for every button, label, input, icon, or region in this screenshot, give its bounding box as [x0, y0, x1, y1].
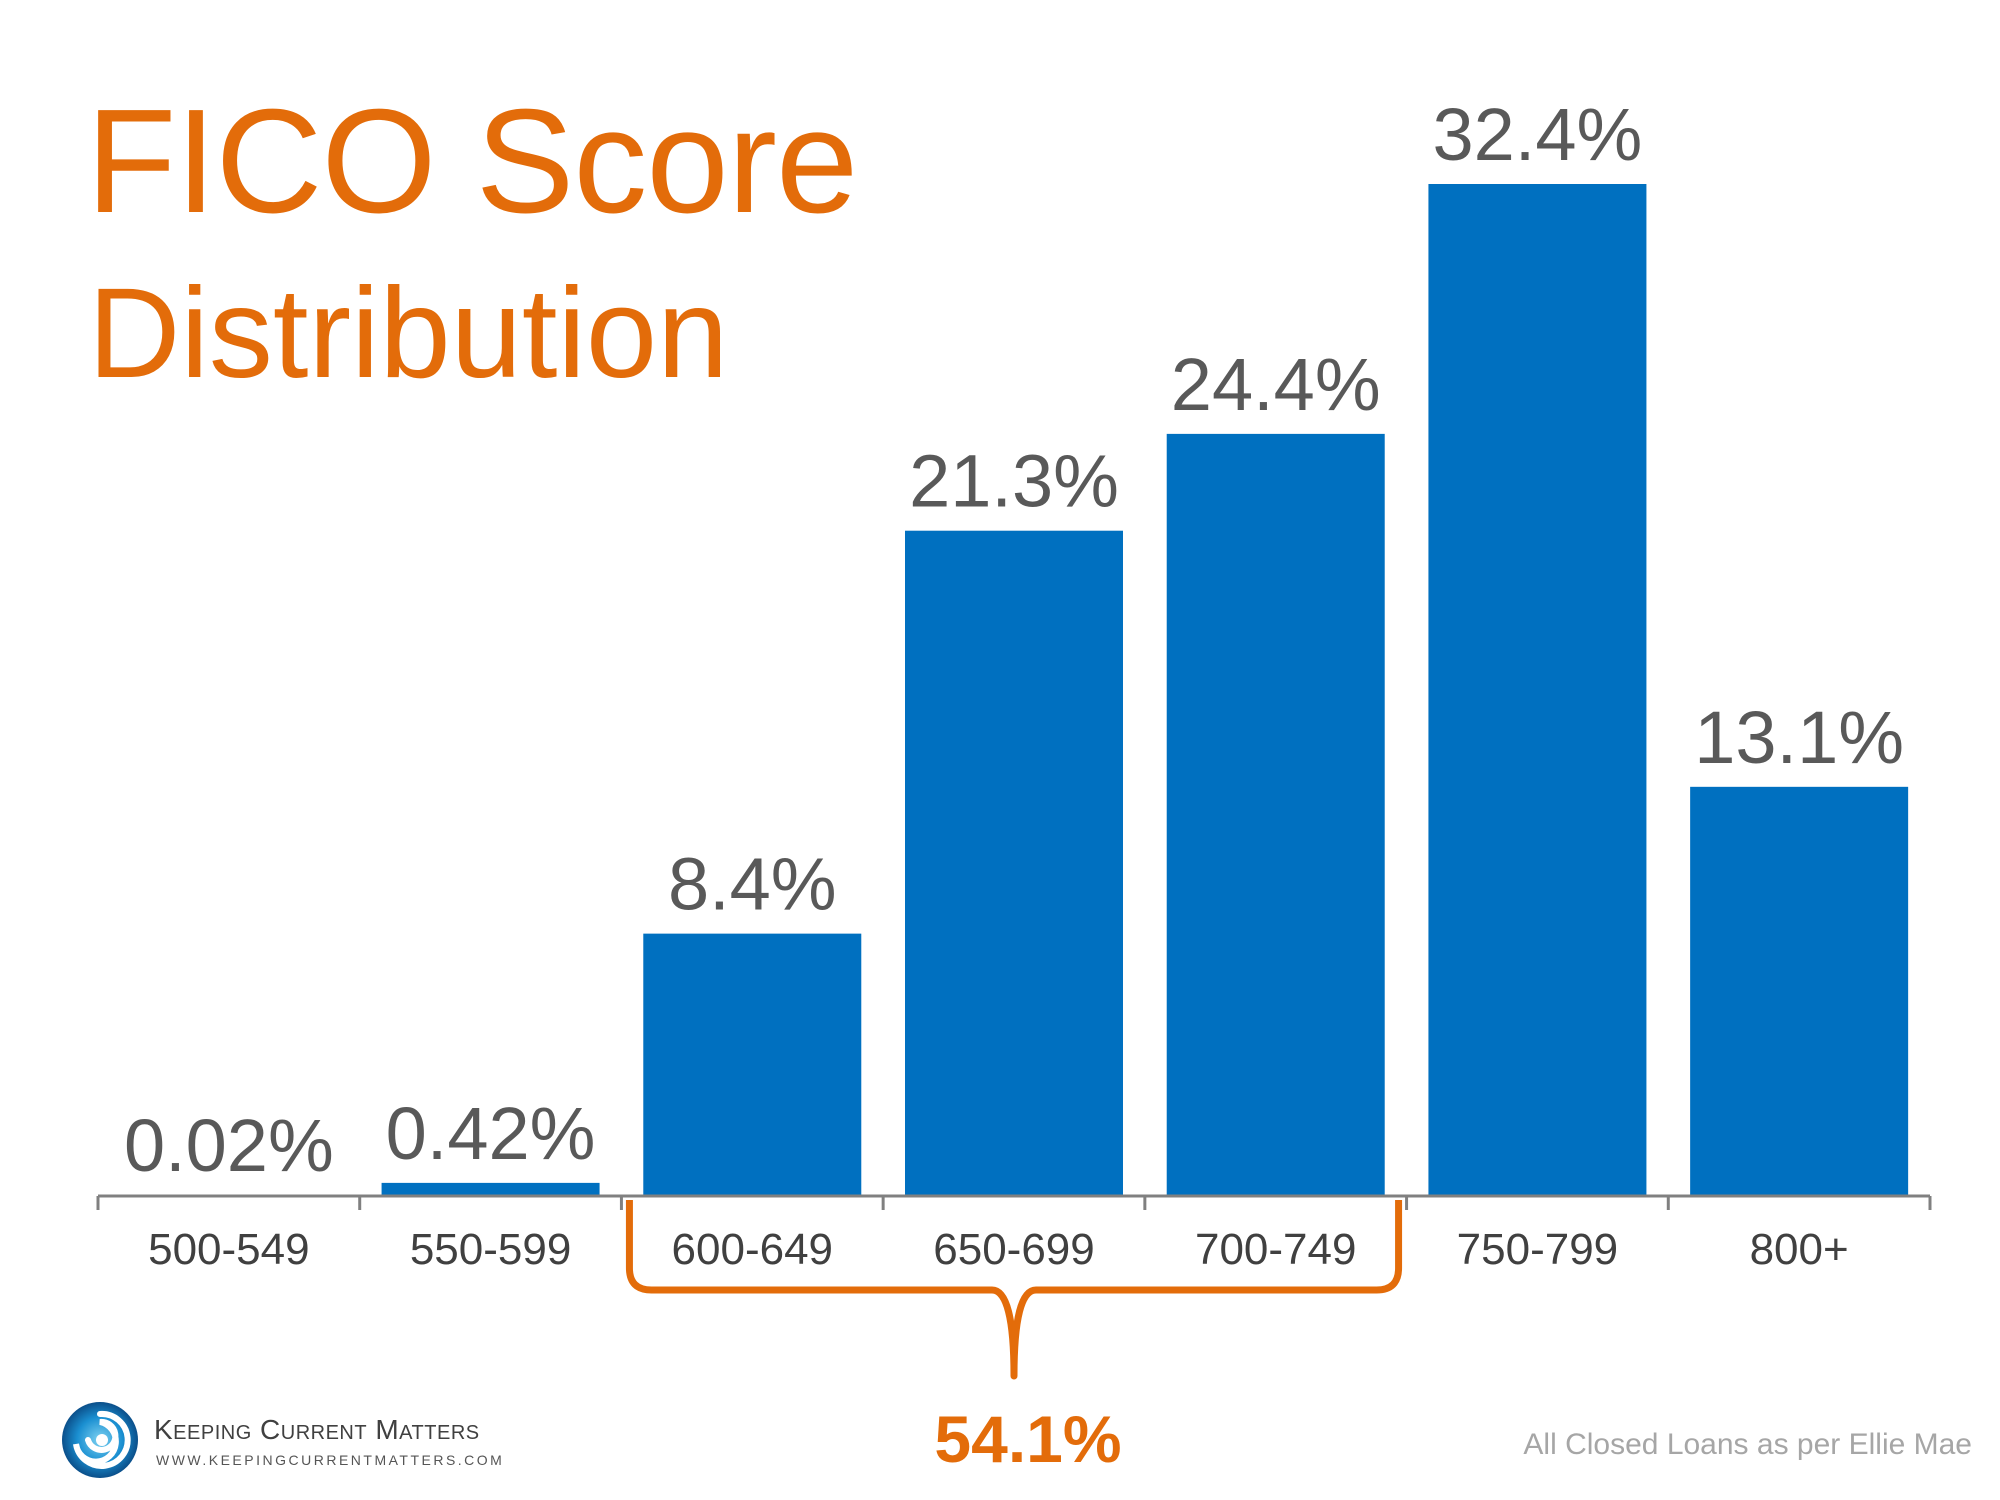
value-label-700-749: 24.4% [1171, 343, 1381, 426]
bar-650-699 [905, 530, 1123, 1196]
chart-subtitle: Distribution [88, 262, 729, 405]
tick-label-700-749: 700-749 [1195, 1225, 1356, 1274]
source-note: All Closed Loans as per Ellie Mae [1523, 1428, 1972, 1461]
value-label-550-599: 0.42% [386, 1092, 596, 1175]
company-logo[interactable]: Keeping Current Matters WWW.KEEPINGCURRE… [60, 1400, 502, 1490]
x-tick-labels-group: 500-549 550-599 600-649 650-699 700-749 750-7… [148, 1225, 1849, 1274]
value-label-800: 13.1% [1694, 696, 1904, 779]
value-label-500-549: 0.02% [124, 1104, 334, 1187]
logo-url: WWW.KEEPINGCURRENTMATTERS.COM [156, 1452, 505, 1468]
range-bracket: 54.1% [625, 1200, 1403, 1476]
value-labels-group: 0.02% 0.42% 8.4% 21.3% 24.4% 32.4% 13.1% [124, 93, 1904, 1187]
tick-label-800: 800+ [1750, 1225, 1849, 1274]
tick-label-600-649: 600-649 [672, 1225, 833, 1274]
value-label-750-799: 32.4% [1433, 93, 1643, 176]
tick-label-500-549: 500-549 [148, 1225, 309, 1274]
tick-label-750-799: 750-799 [1457, 1225, 1618, 1274]
value-label-600-649: 8.4% [668, 843, 837, 926]
value-label-650-699: 21.3% [909, 440, 1119, 523]
x-axis [96, 1194, 1932, 1210]
logo-name: Keeping Current Matters [154, 1414, 480, 1445]
tick-label-650-699: 650-699 [933, 1225, 1094, 1274]
bar-800 [1690, 786, 1909, 1196]
chart-title: FICO Score [86, 79, 858, 244]
bar-600-649 [643, 933, 862, 1196]
bar-550-599 [381, 1182, 600, 1196]
tick-label-550-599: 550-599 [410, 1225, 571, 1274]
bracket-line [625, 1200, 1403, 1380]
bar-700-749 [1166, 433, 1385, 1196]
bar-750-799 [1428, 184, 1647, 1196]
bars-group [119, 184, 1909, 1196]
swirl-logo-icon [62, 1402, 138, 1478]
bracket-total-label: 54.1% [934, 1402, 1121, 1476]
